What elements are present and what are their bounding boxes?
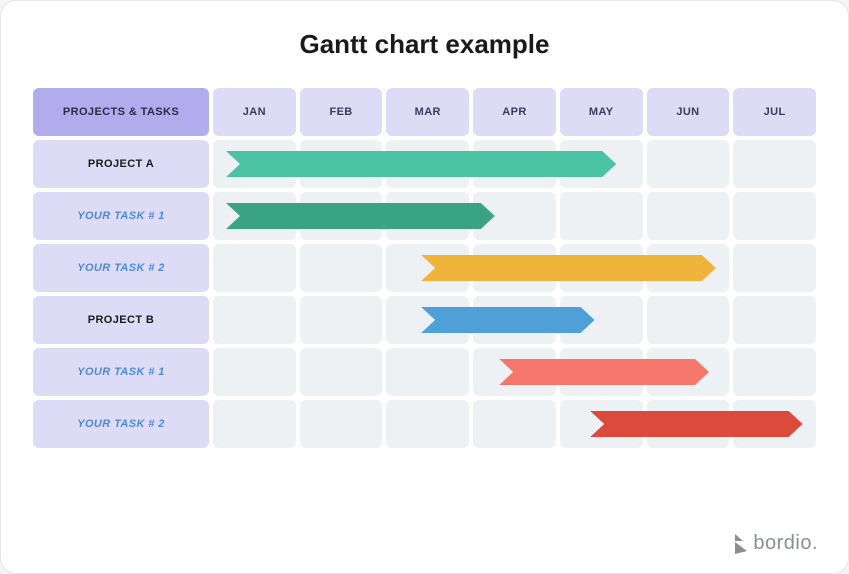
task-row-label: YOUR TASK # 2 (33, 400, 209, 448)
grid-cell (560, 140, 643, 188)
header-month-cell: MAR (386, 88, 469, 136)
grid-cell (733, 400, 816, 448)
grid-cell (473, 244, 556, 292)
grid-cell (473, 400, 556, 448)
grid-cell (473, 140, 556, 188)
grid-cell (213, 140, 296, 188)
gantt-grid: PROJECTS & TASKS JANFEBMARAPRMAYJUNJUL PR… (33, 88, 816, 448)
header-month-cell: APR (473, 88, 556, 136)
grid-cell (386, 296, 469, 344)
grid-cell (473, 296, 556, 344)
project-row-label: PROJECT B (33, 296, 209, 344)
grid-cell (213, 296, 296, 344)
grid-cell (213, 400, 296, 448)
grid-cell (300, 192, 383, 240)
grid-cell (300, 400, 383, 448)
grid-cell (300, 244, 383, 292)
grid-cell (213, 348, 296, 396)
grid-cell (386, 400, 469, 448)
grid-cell (560, 192, 643, 240)
header-month-cell: FEB (300, 88, 383, 136)
grid-cell (733, 296, 816, 344)
chart-title: Gantt chart example (33, 29, 816, 60)
grid-cell (647, 296, 730, 344)
grid-cell (386, 348, 469, 396)
header-month-cell: JUN (647, 88, 730, 136)
grid-cell (213, 244, 296, 292)
task-row-label: YOUR TASK # 1 (33, 348, 209, 396)
header-month-cell: JUL (733, 88, 816, 136)
grid-cell (560, 244, 643, 292)
grid-cell (386, 244, 469, 292)
grid-cell (213, 192, 296, 240)
task-row-label: YOUR TASK # 1 (33, 192, 209, 240)
project-row-label: PROJECT A (33, 140, 209, 188)
grid-cell (733, 192, 816, 240)
header-label-cell: PROJECTS & TASKS (33, 88, 209, 136)
grid-cell (733, 348, 816, 396)
grid-cell (560, 400, 643, 448)
grid-cell (300, 140, 383, 188)
grid-cell (560, 296, 643, 344)
gantt-card: Gantt chart example PROJECTS & TASKS JAN… (0, 0, 849, 574)
grid-cell (733, 244, 816, 292)
grid-cell (473, 192, 556, 240)
grid-cell (473, 348, 556, 396)
grid-cell (647, 192, 730, 240)
grid-cell (386, 140, 469, 188)
grid-cell (647, 140, 730, 188)
brand-logo: bordio. (733, 532, 818, 555)
header-month-cell: MAY (560, 88, 643, 136)
grid-cell (386, 192, 469, 240)
grid-cell (647, 348, 730, 396)
grid-cell (560, 348, 643, 396)
grid-cell (647, 400, 730, 448)
grid-cell (300, 348, 383, 396)
grid-cell (647, 244, 730, 292)
brand-text: bordio. (753, 532, 818, 555)
bordio-mark-icon (733, 533, 749, 555)
task-row-label: YOUR TASK # 2 (33, 244, 209, 292)
grid-cell (733, 140, 816, 188)
header-month-cell: JAN (213, 88, 296, 136)
grid-cell (300, 296, 383, 344)
